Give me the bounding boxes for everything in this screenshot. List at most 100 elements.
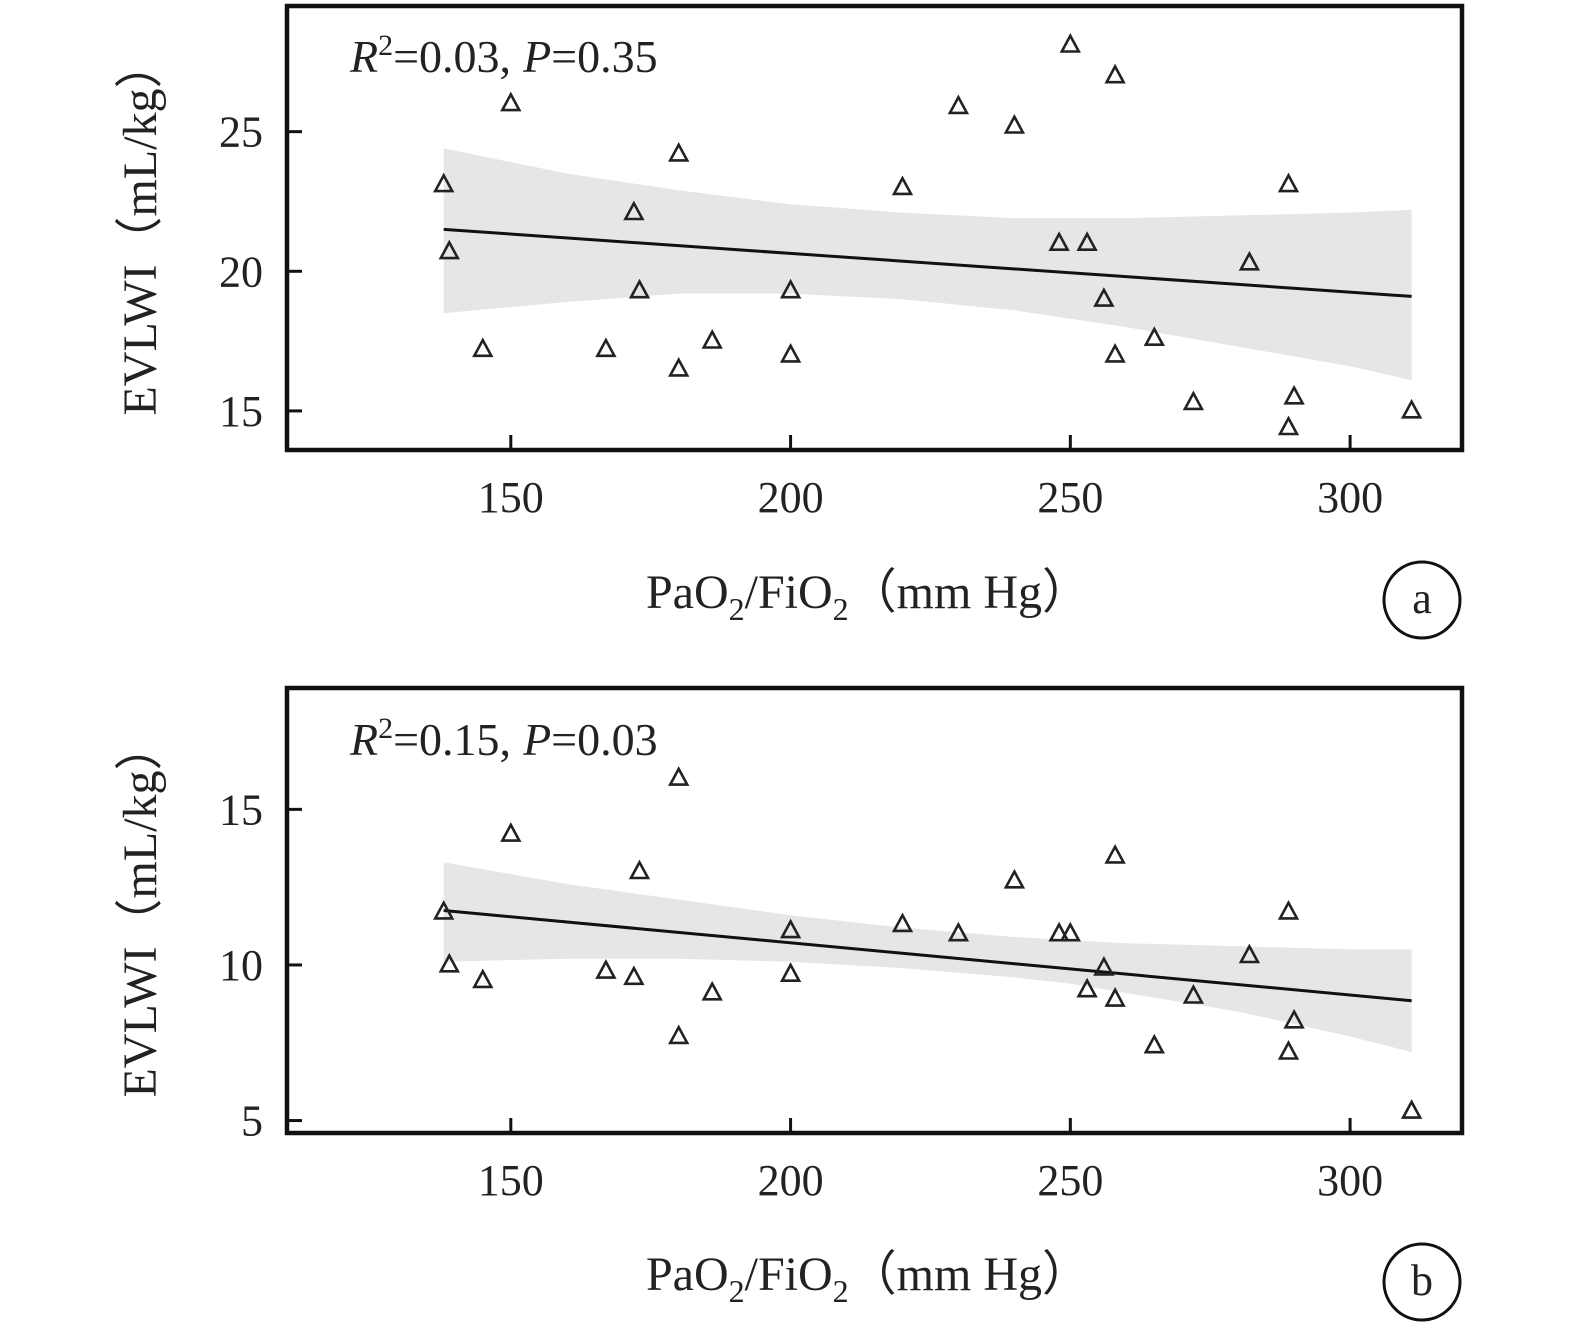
data-point-14 xyxy=(947,94,970,115)
data-point-4 xyxy=(500,91,522,112)
data-point-25 xyxy=(1277,172,1300,193)
x-axis-label: PaO2/FiO2（mm Hg） xyxy=(646,1248,1090,1309)
data-point-18 xyxy=(1076,977,1098,998)
data-point-25 xyxy=(1277,899,1300,920)
data-point-2 xyxy=(438,952,460,973)
data-point-4 xyxy=(500,822,522,842)
data-point-6 xyxy=(623,965,645,986)
plot-frame xyxy=(284,685,1465,1136)
x-tick-label: 300 xyxy=(1317,1156,1383,1205)
data-point-17 xyxy=(1059,32,1081,53)
data-point-28 xyxy=(1400,1099,1423,1119)
x-label-subscript: 2 xyxy=(729,1273,745,1309)
confidence-band xyxy=(443,862,1412,1053)
data-point-7 xyxy=(628,859,651,880)
data-point-12 xyxy=(779,342,802,363)
x-tick-label: 150 xyxy=(478,1156,544,1205)
x-label-suffix: （mm Hg） xyxy=(849,566,1090,619)
panel-badge-circle xyxy=(1382,560,1462,640)
regression-line xyxy=(443,227,1412,298)
p-symbol: P xyxy=(522,714,551,765)
x-tick-label: 150 xyxy=(478,473,544,522)
data-point-18 xyxy=(1076,231,1098,251)
y-tick-label: 25 xyxy=(219,108,263,157)
data-point-16 xyxy=(1048,921,1070,942)
data-point-2 xyxy=(438,239,460,260)
r2-superscript: 2 xyxy=(378,712,393,745)
data-point-19 xyxy=(1093,955,1115,976)
r2-superscript: 2 xyxy=(378,29,393,62)
p-symbol: P xyxy=(522,31,551,82)
r2-value: =0.15, xyxy=(393,714,511,765)
data-point-20 xyxy=(1104,843,1126,864)
data-point-23 xyxy=(1182,983,1205,1004)
data-point-19 xyxy=(1093,287,1115,307)
data-point-27 xyxy=(1283,384,1305,405)
x-label-subscript: 2 xyxy=(833,591,849,627)
x-label-mid: /FiO xyxy=(745,566,833,619)
panel-badge-circle xyxy=(1382,1242,1462,1322)
y-axis-label: EVLWI（mL/kg） xyxy=(114,40,167,415)
data-point-10 xyxy=(701,328,723,349)
data-point-11 xyxy=(779,918,802,939)
p-value: =0.03 xyxy=(551,714,657,765)
r2-symbol: R xyxy=(349,31,378,82)
data-point-11 xyxy=(779,278,802,299)
data-point-9 xyxy=(668,1024,690,1045)
stats-annotation: R2=0.03, P=0.35 xyxy=(349,29,658,82)
data-point-13 xyxy=(891,175,914,196)
data-point-8 xyxy=(668,766,690,786)
x-label-subscript: 2 xyxy=(833,1273,849,1309)
data-point-24 xyxy=(1238,943,1261,964)
r2-symbol: R xyxy=(349,714,378,765)
data-point-1 xyxy=(433,172,455,193)
data-point-6 xyxy=(623,200,645,221)
plot-frame xyxy=(284,3,1465,453)
y-tick-label: 15 xyxy=(219,387,263,436)
panel-badge-label: a xyxy=(1412,574,1432,623)
data-point-26 xyxy=(1277,1039,1300,1060)
data-point-27 xyxy=(1283,1008,1305,1029)
x-label-subscript: 2 xyxy=(729,591,745,627)
data-point-22 xyxy=(1143,326,1165,347)
panel-b: 150 200 250 30051015EVLWI（mL/kg）PaO2/FiO2（m… xyxy=(114,685,1465,1322)
regression-line xyxy=(443,909,1412,1003)
x-tick-label: 300 xyxy=(1317,473,1383,522)
x-label-prefix: PaO xyxy=(646,1248,729,1301)
data-point-24 xyxy=(1238,250,1261,271)
x-tick-label: 200 xyxy=(758,473,824,522)
data-point-16 xyxy=(1048,231,1070,251)
panel-a: 150 200 250 300152025EVLWI（mL/kg）PaO2/FiO2（… xyxy=(114,3,1465,640)
data-point-28 xyxy=(1400,398,1423,419)
data-point-3 xyxy=(472,968,494,989)
p-value: =0.35 xyxy=(551,31,657,82)
data-point-12 xyxy=(779,962,802,983)
data-point-22 xyxy=(1143,1033,1165,1054)
x-tick-label: 250 xyxy=(1037,473,1103,522)
data-point-5 xyxy=(595,337,617,358)
panel-badge-label: b xyxy=(1411,1256,1433,1305)
data-point-23 xyxy=(1182,390,1205,411)
y-tick-label: 5 xyxy=(241,1097,263,1146)
data-point-14 xyxy=(947,921,970,942)
x-axis-label: PaO2/FiO2（mm Hg） xyxy=(646,566,1090,627)
x-tick-label: 200 xyxy=(758,1156,824,1205)
data-point-9 xyxy=(668,356,690,377)
r2-value: =0.03, xyxy=(393,31,511,82)
y-tick-label: 20 xyxy=(219,247,263,296)
y-tick-label: 10 xyxy=(219,941,263,990)
data-point-3 xyxy=(472,337,494,358)
stats-annotation: R2=0.15, P=0.03 xyxy=(349,712,658,765)
data-point-20 xyxy=(1104,63,1126,84)
x-label-suffix: （mm Hg） xyxy=(849,1248,1090,1301)
data-point-15 xyxy=(1003,868,1026,889)
data-point-1 xyxy=(433,899,455,920)
y-tick-label: 15 xyxy=(219,785,263,834)
data-point-21 xyxy=(1104,342,1126,363)
x-label-mid: /FiO xyxy=(745,1248,833,1301)
x-tick-label: 250 xyxy=(1037,1156,1103,1205)
data-point-26 xyxy=(1277,415,1300,436)
data-point-5 xyxy=(595,959,617,979)
x-label-prefix: PaO xyxy=(646,566,729,619)
